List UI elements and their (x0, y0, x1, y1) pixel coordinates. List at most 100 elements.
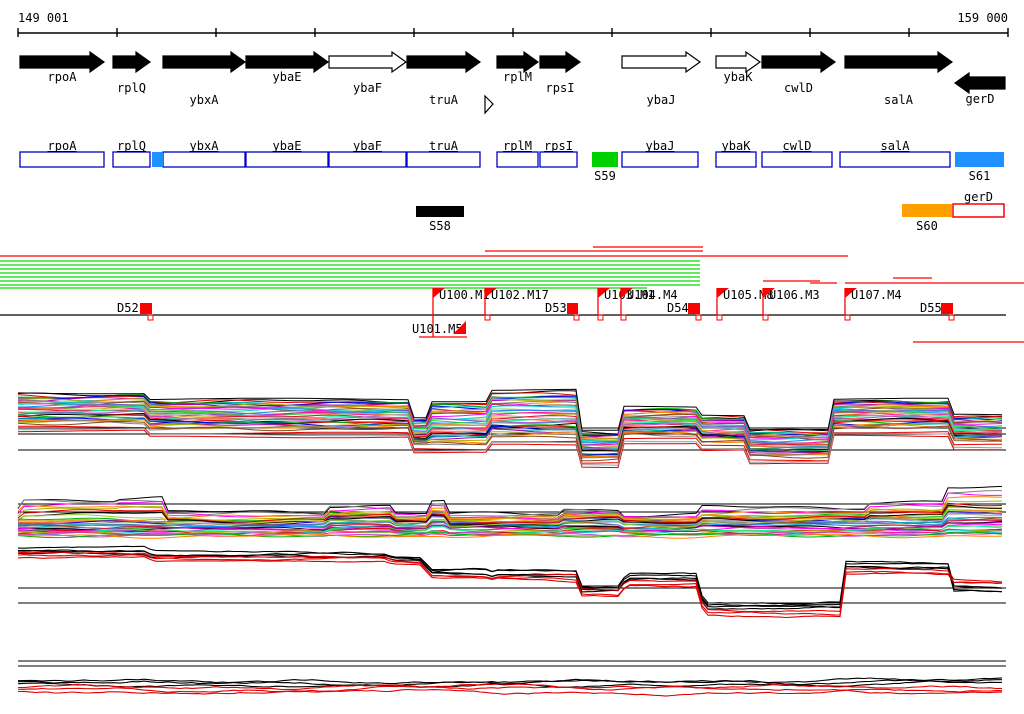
downshift-label-D52: D52 (117, 301, 139, 315)
ruler-start-label: 149 001 (18, 11, 69, 25)
downshift-label-D53: D53 (545, 301, 567, 315)
upshift-flag-U107.M4 (845, 288, 857, 298)
upshift-label-U106.M3: U106.M3 (769, 288, 820, 302)
expression-line (17, 405, 1003, 447)
gene-link-salA[interactable]: salA (881, 139, 911, 153)
upshift-flag-U105.M8 (717, 288, 729, 298)
upshift-base-square (716, 314, 723, 321)
envelope-line (17, 429, 1002, 469)
gene-link-rplM[interactable]: rplM (503, 139, 532, 153)
gene-box-rplM (496, 151, 539, 168)
gene-box-rplQ (112, 151, 151, 168)
upshift-flag-U104.M4 (621, 288, 633, 298)
upshift-label-U102.M17: U102.M17 (491, 288, 549, 302)
gene-arrow-label-ybxA: ybxA (190, 93, 220, 107)
ratio-line (17, 528, 1003, 535)
gene-link-truA[interactable]: truA (429, 139, 459, 153)
ratio-line (17, 531, 1003, 539)
gene-link-ybaF[interactable]: ybaF (353, 139, 382, 153)
mini-orf-arrow (484, 94, 494, 115)
gene-arrow-label-ybaK: ybaK (724, 70, 754, 84)
upshift-flag-U103.M1 (598, 288, 610, 298)
upshift-base-square (597, 314, 604, 321)
segment-label-S58: S58 (429, 219, 451, 233)
gene-arrow-ybaE[interactable] (245, 50, 330, 74)
gene-link-ybaK[interactable]: ybaK (722, 139, 752, 153)
gene-arrow-ybaK[interactable] (715, 50, 762, 74)
gene-box-salA (839, 151, 951, 168)
baseline-line-black (17, 679, 1002, 687)
upshift-label-U100.M1: U100.M1 (439, 288, 490, 302)
segment-label-S60: S60 (916, 219, 938, 233)
upshift-flag-U106.M3 (763, 288, 775, 298)
ratio-envelope-line (17, 509, 1003, 528)
gene-box-ybaJ (621, 151, 699, 168)
upshift-flag-U100.M1 (433, 288, 445, 298)
gene-link-ybxA[interactable]: ybxA (190, 139, 220, 153)
upshift-label-U104.M4: U104.M4 (627, 288, 678, 302)
coverage-line-red (17, 556, 1003, 619)
segment-box-gerD (952, 203, 1005, 218)
gene-arrow-truA[interactable] (406, 50, 482, 74)
gene-arrow-ybxA[interactable] (162, 50, 247, 74)
ratio-line (17, 519, 1003, 531)
expression-line (17, 421, 1003, 462)
downshift-label-D55: D55 (920, 301, 942, 315)
expression-line (17, 409, 1003, 449)
upshift-base-square (620, 314, 627, 321)
gene-arrow-label-ybaE: ybaE (273, 70, 302, 84)
expression-line (17, 406, 1003, 446)
downshift-base-square (573, 314, 580, 321)
gene-arrow-rpoA[interactable] (19, 50, 106, 74)
segment-box-S60 (902, 204, 952, 217)
coverage-line-red (17, 554, 1003, 616)
expression-line (17, 403, 1003, 443)
upshift-label-U105.M8: U105.M8 (723, 288, 774, 302)
gene-arrow-label-salA: salA (884, 93, 914, 107)
baseline-line-black (17, 677, 1003, 685)
upshift-label-U103.M1: U103.M1 (604, 288, 655, 302)
gene-link-cwlD[interactable]: cwlD (783, 139, 812, 153)
upshift-flag-U101.M5 (453, 321, 466, 334)
gene-link-ybaE[interactable]: ybaE (273, 139, 302, 153)
ruler-end-label: 159 000 (957, 11, 1008, 25)
gene-arrow-label-cwlD: cwlD (784, 81, 813, 95)
downshift-base-square (695, 314, 702, 321)
gene-arrow-salA[interactable] (844, 50, 954, 74)
gene-arrow-label-ybaJ: ybaJ (647, 93, 676, 107)
ratio-envelope-line (17, 502, 1003, 524)
gene-link-rpoA[interactable]: rpoA (48, 139, 78, 153)
segment-label-S61: S61 (969, 169, 991, 183)
gene-arrow-label-rplQ: rplQ (117, 81, 146, 95)
segment-box-S61 (955, 152, 1004, 167)
downshift-marker-D55 (941, 303, 953, 314)
gene-arrow-label-truA: truA (429, 93, 459, 107)
gene-box-rpoA (19, 151, 105, 168)
expression-line (17, 392, 1003, 437)
gene-arrow-gerD[interactable] (953, 71, 1006, 95)
gene-box-cwlD (761, 151, 833, 168)
baseline-line-red (18, 685, 1003, 695)
downshift-marker-D53 (567, 303, 578, 314)
gene-arrow-ybaJ[interactable] (621, 50, 702, 74)
gene-link-ybaJ[interactable]: ybaJ (646, 139, 675, 153)
gene-link-rplQ[interactable]: rplQ (117, 139, 146, 153)
gene-arrow-ybaF[interactable] (328, 50, 408, 74)
gene-arrow-cwlD[interactable] (761, 50, 837, 74)
gene-arrow-rplM[interactable] (496, 50, 540, 74)
gene-arrow-rpsI[interactable] (539, 50, 582, 74)
downshift-base-square (948, 314, 955, 321)
gene-box-rpsI (539, 151, 578, 168)
gene-link-rpsI[interactable]: rpsI (544, 139, 573, 153)
gene-arrow-label-rpoA: rpoA (48, 70, 78, 84)
segment-box-S59 (592, 152, 618, 167)
segment-box-S58 (416, 206, 464, 217)
downshift-label-D54: D54 (667, 301, 689, 315)
gene-arrow-rplQ[interactable] (112, 50, 152, 74)
expression-line (17, 420, 1003, 459)
gene-arrow-label-rplM: rplM (503, 70, 532, 84)
gene-arrow-label-ybaF: ybaF (353, 81, 382, 95)
gene-box-ybaK (715, 151, 757, 168)
